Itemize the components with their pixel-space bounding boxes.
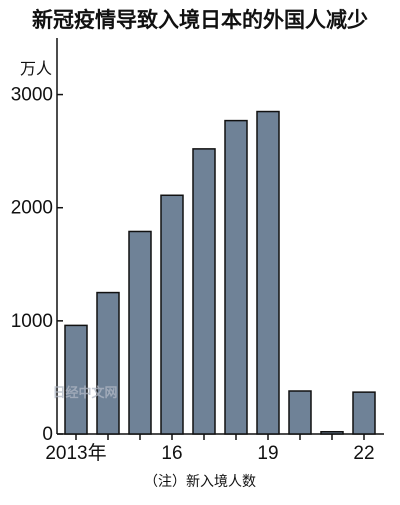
y-tick-label: 1000	[11, 311, 53, 332]
bar-2013	[64, 324, 88, 435]
y-tick-label: 0	[42, 424, 53, 445]
bar-2015	[128, 230, 152, 435]
bar-2018	[224, 119, 248, 435]
chart-note: （注）新入境人数	[144, 474, 256, 490]
bars-group	[64, 110, 376, 435]
bar-2020	[288, 390, 312, 435]
bar-2019	[256, 110, 280, 435]
bar-2022	[352, 391, 376, 435]
y-axis-ticks: 0 1000 2000 3000	[11, 85, 63, 445]
y-tick-label: 3000	[11, 85, 53, 106]
bar-2021	[320, 430, 344, 435]
x-tick-label: 22	[353, 443, 374, 464]
x-tick-label: 2013年	[45, 442, 106, 464]
bar-2016	[160, 194, 184, 435]
y-axis-unit: 万人	[20, 59, 52, 78]
x-tick-label: 19	[257, 443, 278, 464]
chart-title: 新冠疫情导致入境日本的外国人减少	[32, 8, 368, 32]
bar-2014	[96, 291, 120, 435]
x-axis-ticks: 2013年 16 19 22	[45, 434, 375, 464]
bar-2017	[192, 148, 216, 435]
watermark: 日经中文网	[52, 385, 117, 401]
y-tick-label: 2000	[11, 198, 53, 219]
x-tick-label: 16	[161, 443, 182, 464]
